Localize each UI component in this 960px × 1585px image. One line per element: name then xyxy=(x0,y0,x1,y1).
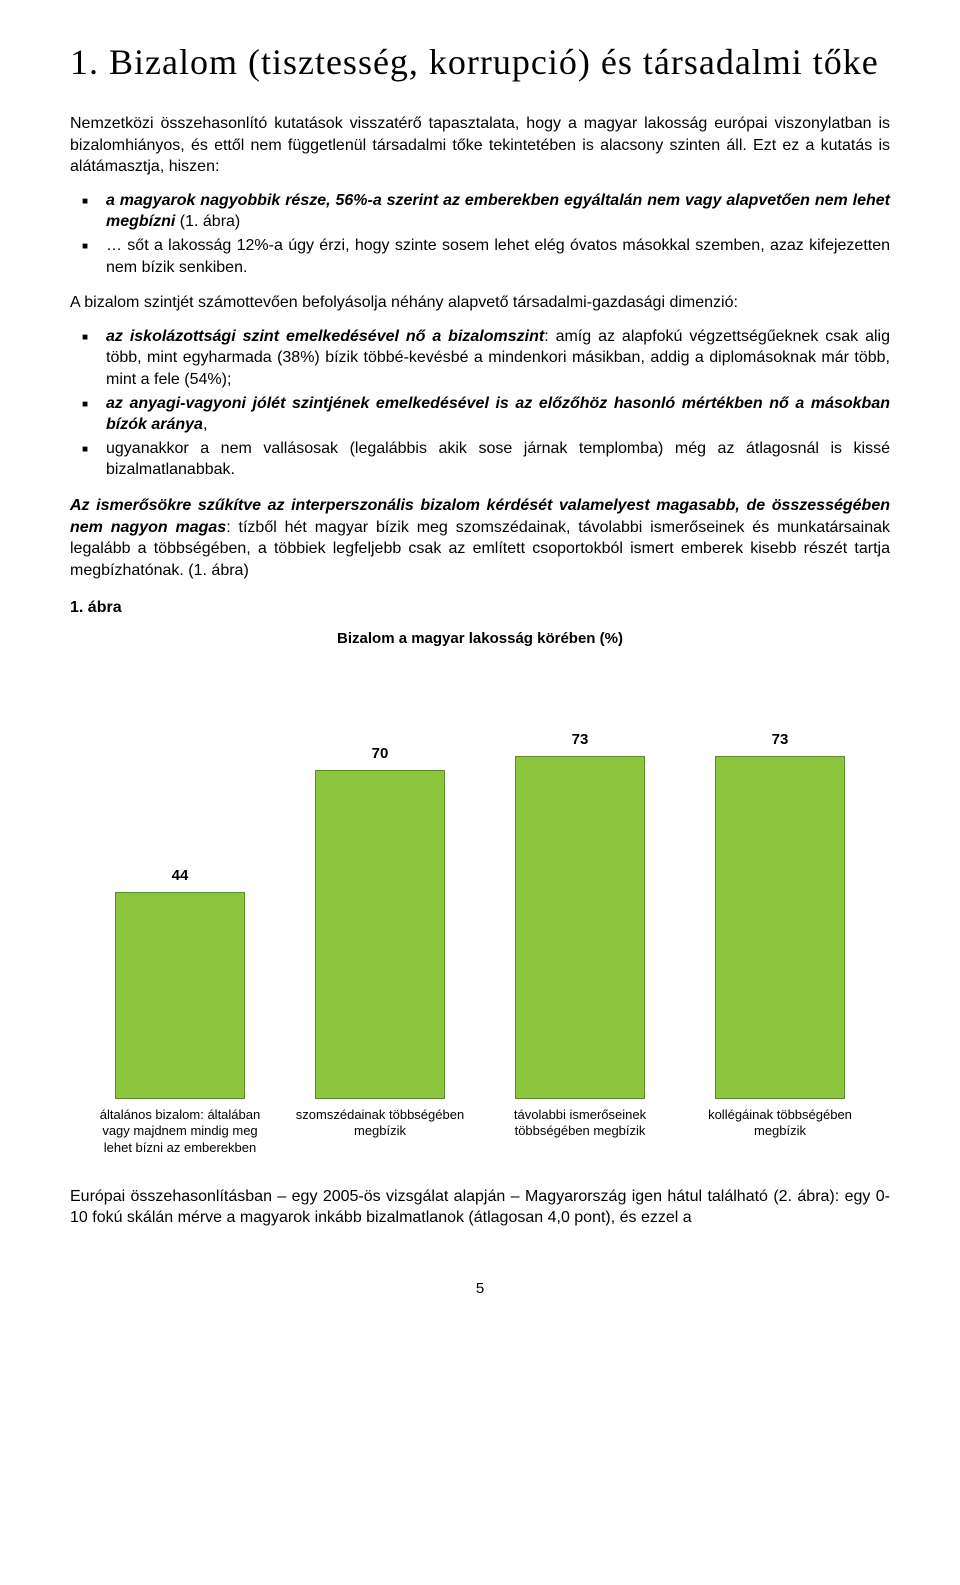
chart-bar-value: 70 xyxy=(372,744,389,764)
list-item-text: , xyxy=(203,416,207,433)
chart-bar-value: 73 xyxy=(772,730,789,750)
chart-bar-value: 73 xyxy=(572,730,589,750)
list-item: ugyanakkor a nem vallásosak (legalábbis … xyxy=(106,438,890,481)
chart-bar-column: 70 xyxy=(290,744,470,1099)
chart-bar-column: 44 xyxy=(90,866,270,1099)
bullet-list-1: a magyarok nagyobbik része, 56%-a szerin… xyxy=(70,190,890,278)
chart-categories-row: általános bizalom: általában vagy majdne… xyxy=(70,1099,890,1156)
chart-bar-column: 73 xyxy=(490,730,670,1099)
list-item-strong: az iskolázottsági szint emelkedésével nő… xyxy=(106,328,544,345)
chart-bar-value: 44 xyxy=(172,866,189,886)
chart-category-label: távolabbi ismerőseinek többségében megbí… xyxy=(490,1107,670,1156)
chart-title: Bizalom a magyar lakosság körében (%) xyxy=(70,629,890,649)
paragraph-3: Az ismerősökre szűkítve az interperszoná… xyxy=(70,495,890,581)
bar-chart: Bizalom a magyar lakosság körében (%) 44… xyxy=(70,629,890,1156)
figure-label: 1. ábra xyxy=(70,597,890,619)
chart-bar-column: 73 xyxy=(690,730,870,1099)
list-item: az iskolázottsági szint emelkedésével nő… xyxy=(106,326,890,391)
paragraph-2-lead: A bizalom szintjét számottevően befolyás… xyxy=(70,292,890,314)
chart-bar xyxy=(115,892,245,1099)
chart-bar xyxy=(315,770,445,1099)
list-item-strong: az anyagi-vagyoni jólét szintjének emelk… xyxy=(106,395,890,434)
chart-bars-row: 44 70 73 73 xyxy=(70,679,890,1099)
intro-paragraph: Nemzetközi összehasonlító kutatások viss… xyxy=(70,113,890,178)
section-heading: 1. Bizalom (tisztesség, korrupció) és tá… xyxy=(70,40,890,85)
list-item: … sőt a lakosság 12%-a úgy érzi, hogy sz… xyxy=(106,235,890,278)
list-item: a magyarok nagyobbik része, 56%-a szerin… xyxy=(106,190,890,233)
bullet-list-2: az iskolázottsági szint emelkedésével nő… xyxy=(70,326,890,481)
footer-paragraph: Európai összehasonlításban – egy 2005-ös… xyxy=(70,1186,890,1229)
chart-category-label: szomszédainak többségében megbízik xyxy=(290,1107,470,1156)
list-item: az anyagi-vagyoni jólét szintjének emelk… xyxy=(106,393,890,436)
chart-bar xyxy=(515,756,645,1099)
chart-category-label: kollégáinak többségében megbízik xyxy=(690,1107,870,1156)
page-number: 5 xyxy=(70,1279,890,1299)
chart-bar xyxy=(715,756,845,1099)
list-item-text: (1. ábra) xyxy=(175,213,240,230)
chart-category-label: általános bizalom: általában vagy majdne… xyxy=(90,1107,270,1156)
